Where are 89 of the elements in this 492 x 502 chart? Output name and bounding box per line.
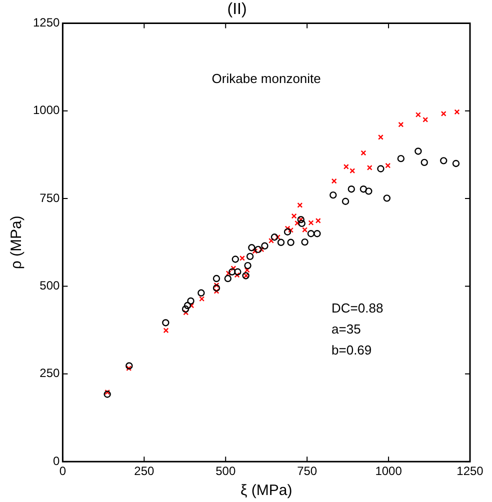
point xyxy=(301,238,308,246)
x-tick-label: 250 xyxy=(134,464,154,478)
point xyxy=(244,262,252,270)
point xyxy=(183,310,189,316)
point xyxy=(163,328,169,334)
point xyxy=(126,362,133,370)
point xyxy=(248,244,256,252)
point xyxy=(284,228,292,236)
point xyxy=(385,162,391,168)
annotation: b=0.69 xyxy=(332,342,372,358)
point xyxy=(104,389,110,395)
point xyxy=(297,202,303,208)
point xyxy=(198,289,205,297)
point xyxy=(294,220,300,226)
point xyxy=(234,268,242,276)
point xyxy=(330,191,337,199)
chart-title: (II) xyxy=(227,1,247,18)
point xyxy=(268,238,274,244)
point xyxy=(377,165,384,172)
point xyxy=(184,302,192,310)
point xyxy=(314,230,321,238)
y-tick-label: 0 xyxy=(53,454,60,468)
point xyxy=(224,274,232,282)
point xyxy=(331,178,337,184)
point xyxy=(365,188,372,195)
point xyxy=(315,218,321,224)
point xyxy=(104,390,111,398)
point xyxy=(414,148,422,155)
point xyxy=(284,226,290,232)
point xyxy=(287,238,294,246)
annotation: DC=0.88 xyxy=(332,300,384,316)
point xyxy=(343,164,349,170)
x-tick-label: 750 xyxy=(297,464,318,478)
point xyxy=(187,297,194,305)
point xyxy=(383,194,391,202)
point xyxy=(302,227,308,232)
y-tick-label: 750 xyxy=(40,190,60,205)
annotation: a=35 xyxy=(332,322,361,337)
point xyxy=(308,220,314,226)
point xyxy=(228,268,236,276)
y-tick-label: 1000 xyxy=(32,103,60,118)
x-tick-label: 1000 xyxy=(375,464,402,478)
point xyxy=(162,319,170,326)
point xyxy=(350,168,356,174)
x-tick-label: 1250 xyxy=(456,464,484,478)
point xyxy=(288,227,294,233)
point xyxy=(275,234,280,240)
y-tick-label: 1250 xyxy=(32,16,60,30)
point xyxy=(212,284,220,292)
y-axis-title: ρ (MPa) xyxy=(8,216,26,270)
point xyxy=(252,248,258,254)
point xyxy=(420,158,428,166)
point xyxy=(422,116,428,122)
point xyxy=(452,160,460,168)
point xyxy=(240,255,245,261)
point xyxy=(360,185,368,193)
point xyxy=(226,270,232,276)
point xyxy=(348,185,355,193)
point xyxy=(454,109,460,115)
point xyxy=(440,110,446,116)
y-tick-label: 500 xyxy=(40,278,60,293)
point xyxy=(277,238,285,246)
point xyxy=(258,246,264,252)
point xyxy=(298,220,306,228)
point xyxy=(397,154,405,162)
point xyxy=(291,213,297,219)
point xyxy=(270,234,278,241)
x-tick-label: 500 xyxy=(216,464,236,478)
point xyxy=(230,266,236,272)
point xyxy=(182,305,190,313)
point xyxy=(232,256,239,263)
point xyxy=(254,246,262,254)
point xyxy=(360,150,366,156)
point xyxy=(212,274,220,282)
point xyxy=(126,366,132,372)
point xyxy=(440,157,448,164)
point xyxy=(234,272,240,278)
point xyxy=(378,134,384,140)
x-axis-title: ξ (MPa) xyxy=(240,482,292,500)
point xyxy=(199,296,205,302)
point xyxy=(342,198,350,205)
point xyxy=(398,122,404,128)
point xyxy=(261,242,268,250)
point xyxy=(366,164,372,170)
point xyxy=(246,252,254,260)
point xyxy=(415,112,421,118)
annotation: Orikabe monzonite xyxy=(212,71,321,86)
y-tick-label: 250 xyxy=(40,366,60,380)
point xyxy=(307,230,315,238)
